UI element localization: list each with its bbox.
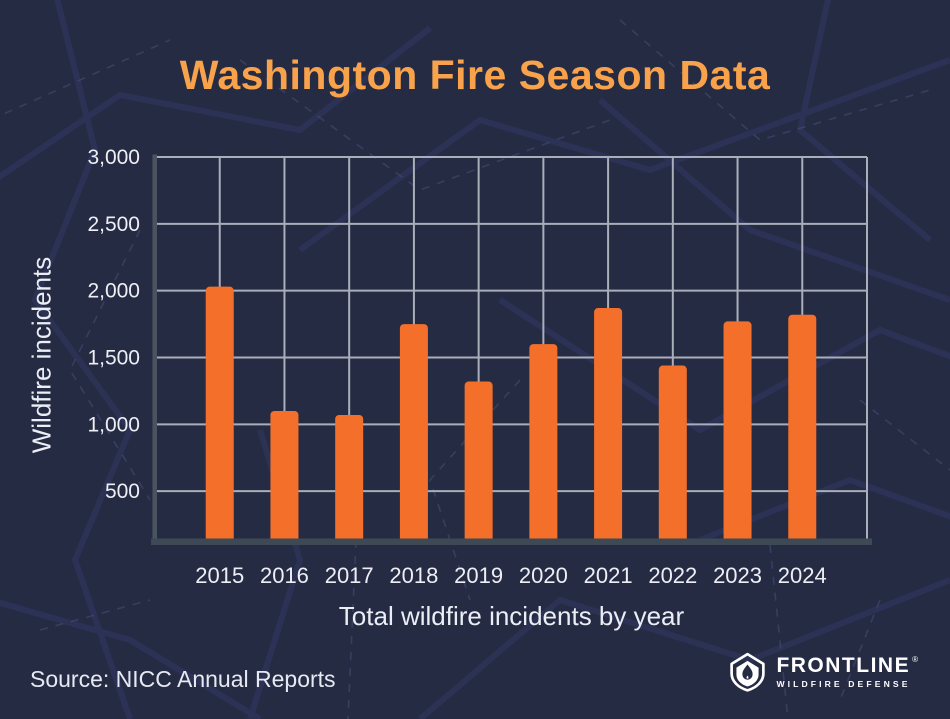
- bar-2018: [399, 324, 428, 543]
- x-tick-2016: 2016: [260, 563, 309, 588]
- x-tick-2015: 2015: [195, 563, 244, 588]
- y-tick-3,000: 3,000: [87, 146, 140, 169]
- y-tick-500: 500: [105, 480, 140, 503]
- registered-mark: ®: [912, 654, 918, 664]
- bar-2019: [464, 381, 493, 543]
- bar-2024: [788, 314, 817, 543]
- x-tick-2022: 2022: [648, 563, 697, 588]
- bars: [205, 286, 817, 543]
- page-title: Washington Fire Season Data: [179, 52, 771, 98]
- bar-2021: [594, 308, 623, 543]
- y-tick-1,000: 1,000: [87, 413, 140, 436]
- axes: [151, 154, 872, 545]
- bar-2017: [335, 414, 364, 543]
- x-tick-labels: 2015 2016 2017 2018 2019 2020 2021 2022 2023 2024: [195, 563, 826, 588]
- x-axis-title: Total wildfire incidents by year: [338, 601, 685, 631]
- bar-2020: [529, 344, 558, 543]
- x-tick-2024: 2024: [778, 563, 827, 588]
- bar-2022: [658, 365, 687, 543]
- frontline-logo: FRONTLINE ® WILDFIRE DEFENSE: [729, 651, 918, 692]
- x-tick-2021: 2021: [584, 563, 633, 588]
- bar-2016: [270, 410, 299, 543]
- x-tick-2020: 2020: [519, 563, 568, 588]
- logo-tagline: WILDFIRE DEFENSE: [776, 678, 911, 689]
- x-tick-2017: 2017: [325, 563, 374, 588]
- y-tick-1,500: 1,500: [87, 347, 140, 370]
- source-note: Source: NICC Annual Reports: [30, 666, 336, 692]
- bar-2015: [205, 286, 234, 543]
- logo-brand-name: FRONTLINE: [776, 653, 911, 677]
- bar-2023: [723, 321, 752, 543]
- y-tick-2,500: 2,500: [87, 213, 140, 236]
- y-tick-2,000: 2,000: [87, 280, 140, 303]
- x-axis-line: [151, 538, 872, 545]
- y-axis-line: [152, 154, 157, 545]
- x-tick-2019: 2019: [454, 563, 503, 588]
- logo-text: FRONTLINE ® WILDFIRE DEFENSE: [776, 655, 918, 689]
- x-tick-2018: 2018: [389, 563, 438, 588]
- y-tick-labels: 500 1,000 1,500 2,000 2,500 3,000: [87, 146, 140, 503]
- x-tick-2023: 2023: [713, 563, 762, 588]
- shield-flame-icon: [730, 652, 766, 692]
- gridlines: [155, 156, 868, 539]
